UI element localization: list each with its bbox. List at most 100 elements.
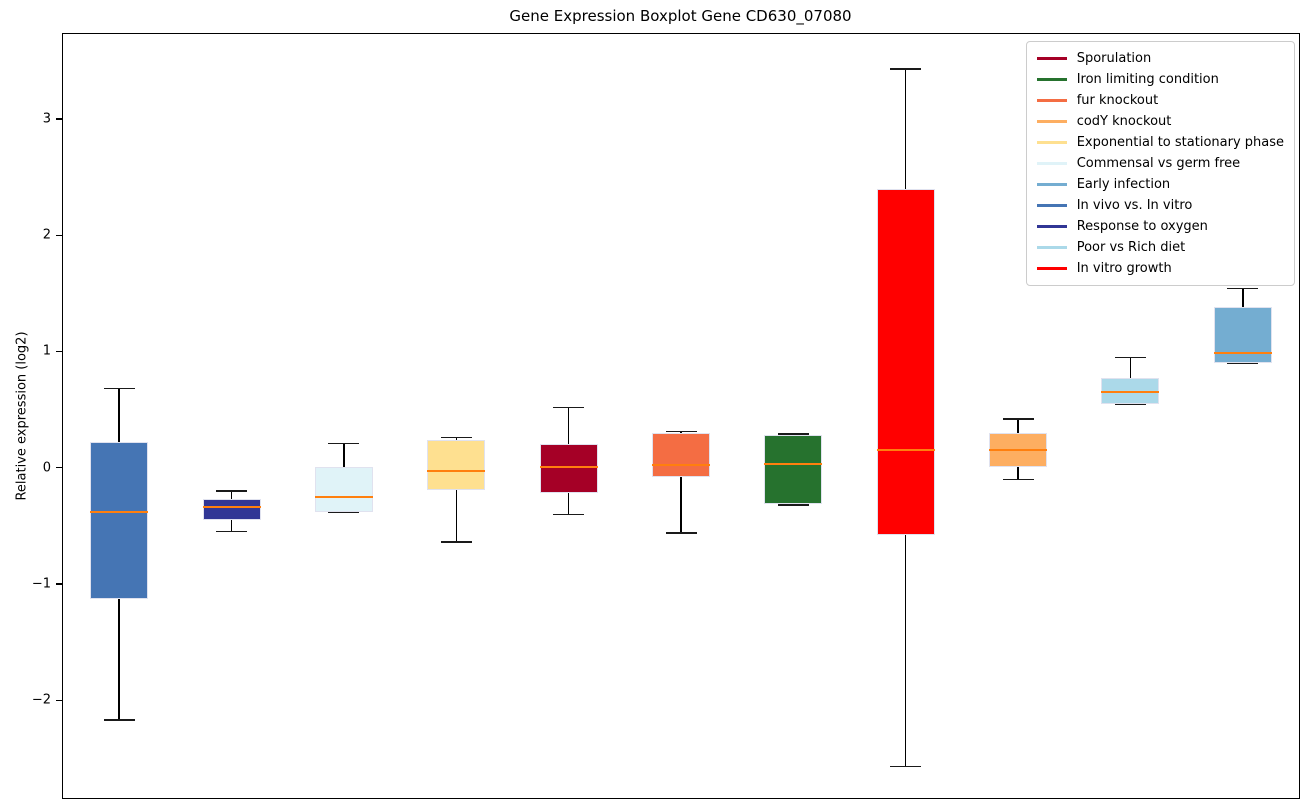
legend-swatch-icon [1036, 57, 1067, 60]
y-tick-mark [56, 234, 62, 236]
boxplot-box [876, 188, 935, 536]
legend-item: Poor vs Rich diet [1036, 237, 1284, 258]
boxplot-cap [1002, 478, 1034, 481]
boxplot-cap [440, 436, 472, 439]
legend-swatch-icon [1036, 162, 1067, 165]
boxplot-median [314, 495, 373, 498]
boxplot-box [1213, 307, 1272, 364]
chart-title: Gene Expression Boxplot Gene CD630_07080 [509, 7, 852, 25]
legend-swatch-icon [1036, 246, 1067, 249]
legend-swatch-icon [1036, 225, 1067, 228]
boxplot-whisker [567, 493, 570, 515]
boxplot-cap [890, 68, 922, 70]
y-tick-mark [56, 583, 62, 585]
boxplot-median [90, 510, 149, 513]
legend-swatch-icon [1036, 78, 1067, 81]
boxplot-cap [328, 442, 360, 445]
legend-label: In vitro growth [1076, 261, 1172, 276]
boxplot-median [876, 449, 935, 452]
legend-label: Exponential to stationary phase [1076, 135, 1284, 150]
boxplot-whisker [455, 489, 458, 543]
y-tick-mark [56, 350, 62, 353]
boxplot-whisker [230, 520, 233, 532]
boxplot-cap [1114, 403, 1146, 405]
y-tick-mark [56, 467, 62, 469]
boxplot-cap [777, 504, 809, 506]
boxplot-cap [1114, 356, 1146, 359]
boxplot-whisker [1017, 466, 1019, 480]
legend-swatch-icon [1036, 204, 1067, 207]
legend-item: fur knockout [1036, 90, 1284, 111]
y-tick-label: 3 [42, 111, 51, 127]
boxplot-median [989, 449, 1048, 452]
boxplot-cap [553, 513, 585, 515]
boxplot-box [764, 435, 823, 504]
boxplot-median [1213, 351, 1272, 354]
y-tick-label: 2 [42, 227, 51, 243]
boxplot-box [202, 499, 261, 521]
legend-swatch-icon [1036, 183, 1067, 186]
boxplot-cap [328, 511, 360, 513]
legend-swatch-icon [1036, 267, 1067, 270]
boxplot-whisker [455, 437, 458, 440]
boxplot-whisker [230, 491, 233, 500]
boxplot-whisker [567, 407, 570, 445]
boxplot-box [314, 466, 373, 512]
boxplot-median [652, 464, 710, 467]
boxplot-whisker [118, 388, 120, 443]
legend-item: Sporulation [1036, 48, 1284, 69]
legend-item: Early infection [1036, 174, 1284, 195]
boxplot-cap [440, 541, 472, 543]
legend-swatch-icon [1036, 141, 1067, 144]
legend-label: Poor vs Rich diet [1076, 240, 1186, 255]
boxplot-whisker [343, 443, 345, 467]
boxplot-box [1101, 378, 1160, 404]
boxplot-cap [1002, 418, 1034, 420]
boxplot-cap [665, 430, 697, 433]
legend-label: codY knockout [1076, 114, 1172, 129]
legend-item: In vitro growth [1036, 258, 1284, 279]
legend-item: Iron limiting condition [1036, 69, 1284, 90]
legend-label: Early infection [1076, 177, 1171, 192]
boxplot-median [764, 463, 823, 466]
y-axis-label: Relative expression (log2) [14, 331, 30, 501]
legend-item: Exponential to stationary phase [1036, 132, 1284, 153]
boxplot-box [90, 442, 149, 600]
boxplot-whisker [118, 599, 120, 721]
legend-item: Response to oxygen [1036, 216, 1284, 237]
legend-item: codY knockout [1036, 111, 1284, 132]
boxplot-whisker [904, 535, 907, 767]
boxplot-cap [216, 490, 248, 492]
legend: Sporulation Iron limiting condition fur kn… [1025, 41, 1295, 286]
boxplot-cap [890, 765, 922, 768]
boxplot-cap [553, 406, 585, 409]
y-tick-label: −2 [31, 692, 51, 708]
boxplot-cap [665, 532, 697, 534]
legend-swatch-icon [1036, 99, 1067, 102]
boxplot-cap [216, 530, 248, 533]
legend-label: Sporulation [1076, 51, 1152, 66]
boxplot-median [427, 470, 486, 473]
boxplot-box [427, 439, 486, 490]
legend-swatch-icon [1036, 120, 1067, 123]
y-tick-mark [56, 699, 62, 701]
legend-item: Commensal vs germ free [1036, 153, 1284, 174]
legend-label: In vivo vs. In vitro [1076, 198, 1193, 213]
y-tick-label: −1 [31, 576, 51, 592]
boxplot-series: 3 2 1 0 −1 −2 [32, 34, 1299, 798]
y-tick-mark [56, 118, 62, 120]
y-tick-label: 1 [42, 343, 51, 359]
boxplot-median [539, 465, 598, 468]
boxplot-cap [103, 387, 135, 390]
legend-label: Commensal vs germ free [1076, 156, 1241, 171]
boxplot-box [652, 432, 710, 478]
legend-label: Iron limiting condition [1076, 72, 1219, 87]
boxplot-cap [1227, 362, 1259, 364]
boxplot-cap [777, 433, 809, 435]
boxplot-whisker [1017, 418, 1019, 433]
boxplot-whisker [1242, 288, 1244, 308]
boxplot-whisker [904, 68, 907, 189]
boxplot-box [539, 444, 598, 494]
legend-label: fur knockout [1076, 93, 1159, 108]
